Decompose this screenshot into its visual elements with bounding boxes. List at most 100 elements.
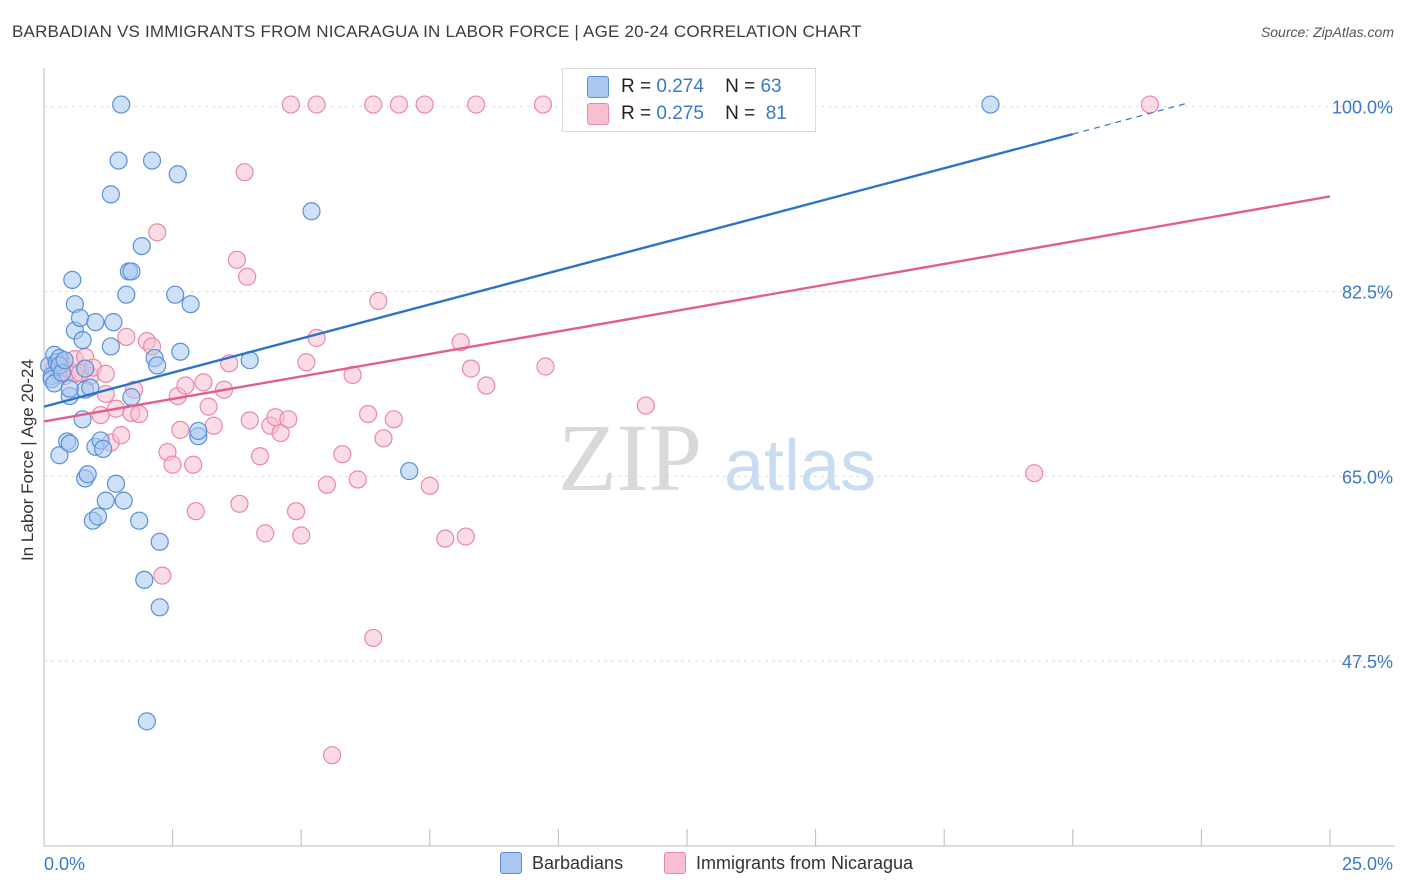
legend-swatch-nicaragua — [664, 852, 686, 874]
barbadian-point — [73, 330, 92, 350]
nicaragua-point — [235, 163, 254, 182]
nicaragua-point — [163, 455, 182, 474]
barbadians-trend-extension — [1072, 102, 1187, 135]
legend-n-value: 81 — [765, 103, 787, 124]
nicaragua-point — [1025, 464, 1044, 483]
nicaragua-point — [374, 429, 393, 448]
legend-item-nicaragua: Immigrants from Nicaragua — [664, 852, 913, 874]
y-tick-label: 47.5% — [1342, 652, 1393, 672]
legend-r-value: 0.275 — [656, 103, 704, 124]
legend-row-nicaragua: R = 0.275 N = 81 — [587, 102, 787, 126]
nicaragua-point — [117, 327, 136, 347]
nicaragua-point — [199, 397, 218, 416]
barbadian-point — [150, 598, 169, 617]
legend-r-label: R = — [621, 103, 652, 124]
barbadian-point — [96, 491, 115, 510]
barbadian-point — [137, 712, 156, 731]
nicaragua-point — [348, 470, 367, 489]
legend-item-barbadians: Barbadians — [500, 852, 623, 874]
nicaragua-point — [184, 455, 203, 474]
barbadian-point — [101, 185, 120, 204]
barbadian-point — [50, 446, 69, 465]
barbadian-point — [81, 378, 100, 397]
grid-lines — [44, 106, 1395, 662]
barbadian-point — [132, 236, 151, 256]
nicaragua-point — [286, 502, 306, 521]
watermark-zip: ZIP — [558, 404, 702, 511]
nicaragua-point — [112, 426, 131, 445]
nicaragua-point — [317, 475, 337, 494]
barbadians-trend-line — [43, 132, 1074, 408]
nicaragua-point — [148, 223, 167, 242]
barbadian-point — [60, 434, 79, 453]
barbadian-point — [122, 262, 141, 281]
nicaragua-point — [369, 291, 388, 311]
nicaragua-point — [322, 746, 342, 765]
nicaragua-point — [533, 95, 553, 114]
barbadian-point — [63, 270, 82, 289]
y-axis-label: In Labor Force | Age 20-24 — [18, 359, 37, 561]
watermark: ZIP atlas — [558, 404, 876, 511]
nicaragua-point — [466, 95, 486, 114]
legend-row-barbadians: R = 0.274 N = 63 — [587, 75, 782, 99]
nicaragua-point — [1140, 95, 1160, 114]
chart-title: BARBADIAN VS IMMIGRANTS FROM NICARAGUA I… — [12, 22, 862, 41]
nicaragua-point — [194, 373, 213, 392]
nicaragua-trend-line — [43, 195, 1331, 423]
nicaragua-point — [186, 502, 205, 521]
nicaragua-point — [415, 95, 434, 114]
barbadian-point — [981, 95, 1000, 114]
nicaragua-point — [250, 447, 270, 466]
nicaragua-point — [384, 410, 403, 429]
watermark-atlas: atlas — [724, 426, 876, 506]
source-label: Source: ZipAtlas.com — [1260, 24, 1394, 40]
legend-label-barbadians: Barbadians — [532, 852, 624, 873]
x-tick-left: 0.0% — [44, 854, 85, 874]
barbadian-point — [130, 511, 149, 530]
legend-swatch-barbadians — [587, 76, 609, 98]
barbadian-point — [117, 285, 136, 304]
x-tick-right: 25.0% — [1342, 854, 1393, 874]
barbadian-point — [114, 491, 133, 510]
legend-n-label: N = — [725, 103, 756, 124]
nicaragua-point — [389, 95, 409, 114]
y-tick-label: 100.0% — [1332, 98, 1393, 118]
barbadian-point — [400, 461, 419, 481]
series-legend: Barbadians Immigrants from Nicaragua — [0, 852, 1406, 878]
barbadian-point — [94, 439, 113, 458]
nicaragua-point — [240, 411, 259, 430]
nicaragua-point — [333, 445, 352, 464]
barbadian-point — [122, 388, 141, 407]
barbadian-point — [150, 532, 169, 551]
nicaragua-point — [153, 566, 172, 585]
legend-r-label: R = — [621, 76, 652, 97]
nicaragua-point — [281, 95, 301, 114]
nicaragua-point — [358, 404, 378, 424]
nicaragua-point — [171, 420, 190, 439]
y-tick-label: 65.0% — [1342, 467, 1393, 487]
axes — [43, 68, 1395, 847]
barbadian-point — [76, 359, 95, 378]
nicaragua-point — [96, 364, 115, 383]
barbadian-point — [181, 295, 200, 314]
legend-n-value: 63 — [760, 76, 782, 97]
legend-r-value: 0.274 — [656, 76, 704, 97]
nicaragua-point — [451, 333, 470, 352]
nicaragua-point — [461, 359, 481, 378]
nicaragua-point — [91, 405, 110, 425]
nicaragua-point — [364, 95, 383, 114]
nicaragua-point — [176, 376, 195, 395]
barbadian-point — [168, 165, 187, 184]
legend-swatch-barbadians — [500, 852, 522, 874]
barbadian-point — [142, 151, 162, 170]
nicaragua-point — [204, 416, 223, 435]
y-tick-label: 82.5% — [1342, 283, 1393, 303]
nicaragua-point — [227, 250, 246, 269]
nicaragua-point — [436, 529, 455, 548]
barbadian-point — [55, 351, 74, 370]
legend-n-label: N = — [725, 76, 756, 97]
legend-swatch-nicaragua — [587, 103, 609, 125]
barbadian-point — [112, 95, 131, 114]
y-tick-labels: 100.0% 82.5% 65.0% 47.5% — [1332, 98, 1393, 672]
